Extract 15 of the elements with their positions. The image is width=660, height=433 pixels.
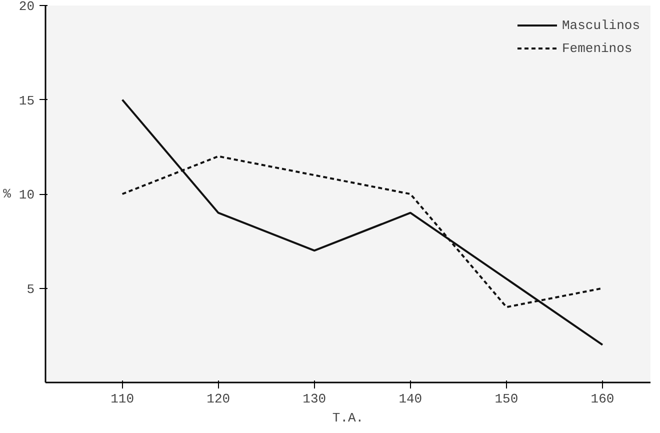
y-tick-label: 15: [18, 93, 35, 108]
y-axis-title: %: [3, 186, 12, 202]
x-tick-label: 120: [206, 392, 230, 406]
y-tick-label: 5: [26, 282, 35, 297]
legend-label: Masculinos: [562, 18, 640, 32]
x-tick-label: 150: [494, 392, 518, 406]
x-tick-label: 130: [302, 392, 326, 406]
y-tick-label: 10: [18, 188, 35, 202]
line-series: [121, 98, 604, 346]
x-tick-label: 140: [398, 392, 422, 406]
legend-label: Femeninos: [562, 40, 632, 56]
x-tick-label: 110: [110, 392, 134, 406]
y-tick-label: 20: [18, 0, 35, 14]
x-axis-title: T.A.: [332, 410, 364, 426]
x-tick-label: 160: [590, 392, 614, 406]
